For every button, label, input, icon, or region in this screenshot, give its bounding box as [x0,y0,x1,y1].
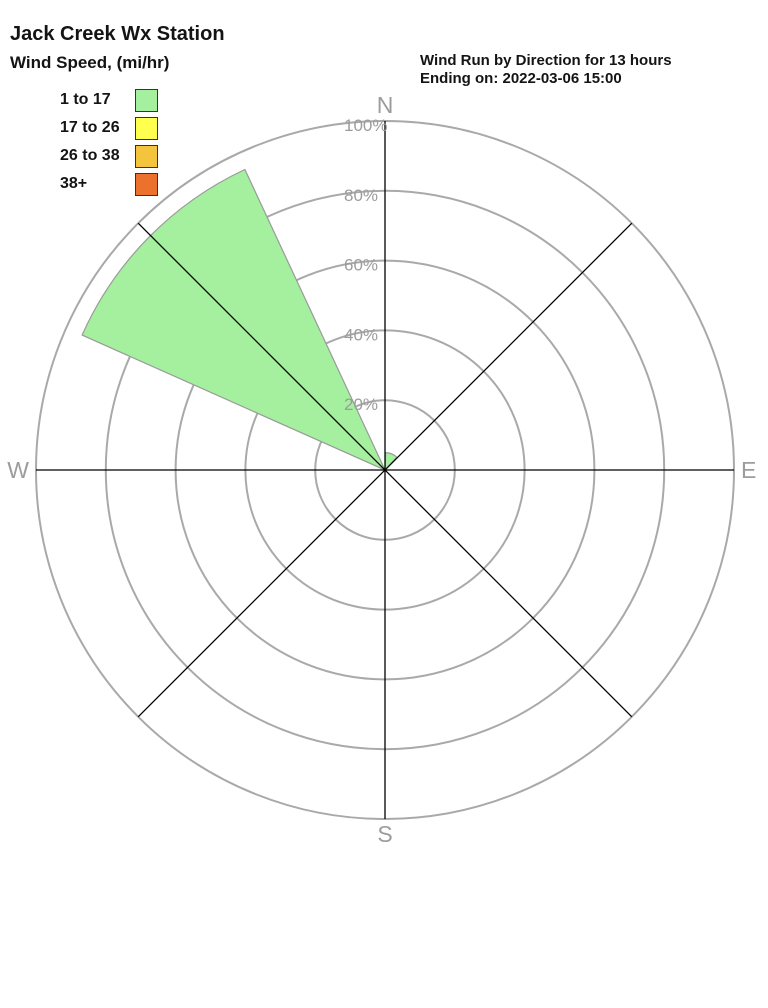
legend-title: Wind Speed, (mi/hr) [10,53,170,72]
legend-color-swatch [135,116,158,140]
legend-row-0: 1 to 17 [60,86,260,114]
legend-color-swatch [135,172,158,196]
compass-labels: N E S W [7,92,756,847]
legend-row-3: 38+ [60,170,260,198]
legend-row-2: 26 to 38 [60,142,260,170]
legend-rows: 1 to 17 17 to 26 26 to 38 38+ [60,86,260,198]
legend-label: 38+ [60,175,88,192]
subtitle-line2: Ending on: 2022-03-06 15:00 [420,70,622,87]
radial-tick-label-80: 80% [344,186,378,205]
legend-color-swatch [135,144,158,168]
legend-color-swatch [135,88,158,112]
legend-row-1: 17 to 26 [60,114,260,142]
compass-south-label: S [377,821,392,847]
chart-subtitle: Wind Run by Direction for 13 hours Endin… [420,52,672,88]
axis-diagonal-ne-sw [137,222,633,718]
radial-tick-label-100: 100% [344,116,387,135]
page-title: Jack Creek Wx Station [10,23,225,46]
compass-north-label: N [377,92,394,118]
subtitle-line1: Wind Run by Direction for 13 hours [420,52,672,69]
radial-tick-label-60: 60% [344,256,378,275]
legend-label: 26 to 38 [60,147,120,164]
wind-speed-legend: Wind Speed, (mi/hr) 1 to 17 17 to 26 26 to… [10,53,170,196]
radial-tick-label-40: 40% [344,325,378,344]
radial-tick-label-20: 20% [344,395,378,414]
wind-sectors [81,168,398,471]
legend-label: 17 to 26 [60,119,120,136]
radial-tick-labels: 20% 40% 60% 80% 100% [344,116,387,414]
compass-west-label: W [7,457,29,483]
legend-label: 1 to 17 [60,91,111,108]
polar-axes [36,121,734,819]
compass-east-label: E [741,457,756,483]
